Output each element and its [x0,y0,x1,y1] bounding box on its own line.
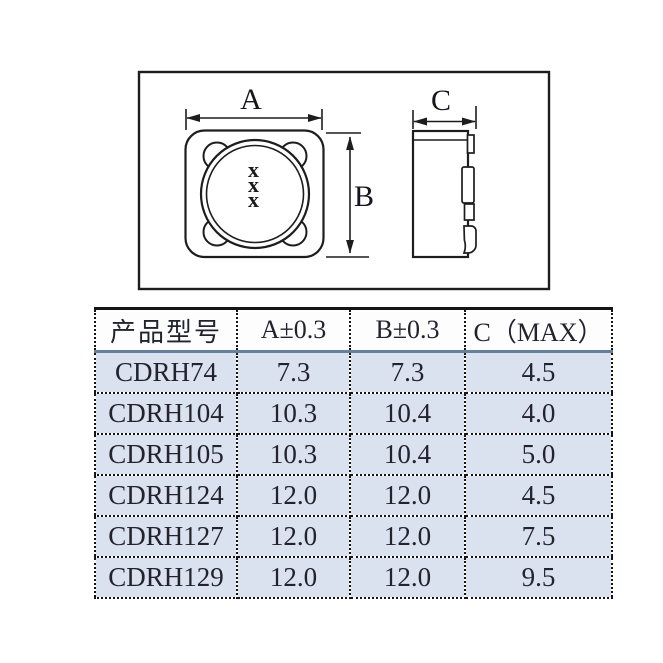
table-header-row: 产品型号 A±0.3 B±0.3 C（MAX） [95,308,612,353]
col-header-a: A±0.3 [237,308,351,353]
cell-b: 12.0 [350,556,466,599]
body-outline [184,129,325,259]
dim-label-b: B [354,180,374,213]
col-header-b: B±0.3 [350,308,466,353]
cell-b: 12.0 [350,515,466,558]
dim-b: B [326,132,374,258]
terminal-foot [462,225,477,254]
cell-a: 10.3 [237,392,351,435]
core-inner-circle [205,144,305,244]
dim-a: A [185,83,323,130]
cell-model: CDRH105 [95,433,238,476]
cell-a: 12.0 [237,474,351,517]
cell-b: 10.4 [350,392,466,435]
dim-label-a: A [240,83,262,116]
table-row: CDRH129 12.0 12.0 9.5 [95,556,612,599]
cell-b: 7.3 [350,351,466,394]
dim-c: C [412,84,477,129]
cell-c: 7.5 [465,515,612,558]
col-header-model: 产品型号 [95,308,238,353]
table-row: CDRH124 12.0 12.0 4.5 [95,474,612,517]
side-view [411,129,477,259]
drawing-frame [137,70,551,291]
col-header-c: C（MAX） [465,308,612,353]
top-view [184,129,325,259]
cell-c: 4.0 [465,392,612,435]
terminal-lower [463,203,475,221]
cell-model: CDRH74 [95,351,238,394]
cell-model: CDRH124 [95,474,238,517]
core-outer-circle [199,138,311,250]
dim-label-c: C [431,84,451,117]
cell-a: 12.0 [237,515,351,558]
spec-table: 产品型号 A±0.3 B±0.3 C（MAX） CDRH74 7.3 7.3 4… [94,307,613,599]
table-row: CDRH105 10.3 10.4 5.0 [95,433,612,476]
component-marking: xxx [248,157,259,212]
cell-a: 12.0 [237,556,351,599]
cell-a: 7.3 [237,351,351,394]
table-row: CDRH127 12.0 12.0 7.5 [95,515,612,558]
cell-model: CDRH129 [95,556,238,599]
terminal-top [466,134,475,154]
cell-b: 12.0 [350,474,466,517]
cell-model: CDRH127 [95,515,238,558]
cell-b: 10.4 [350,433,466,476]
cell-c: 9.5 [465,556,612,599]
side-body [411,129,470,259]
cell-a: 10.3 [237,433,351,476]
dimension-drawing: A B C [137,70,551,291]
cell-c: 5.0 [465,433,612,476]
cell-c: 4.5 [465,351,612,394]
table-row: CDRH104 10.3 10.4 4.0 [95,392,612,435]
cell-model: CDRH104 [95,392,238,435]
terminal-middle [461,166,475,204]
table-row: CDRH74 7.3 7.3 4.5 [95,351,612,394]
cell-c: 4.5 [465,474,612,517]
